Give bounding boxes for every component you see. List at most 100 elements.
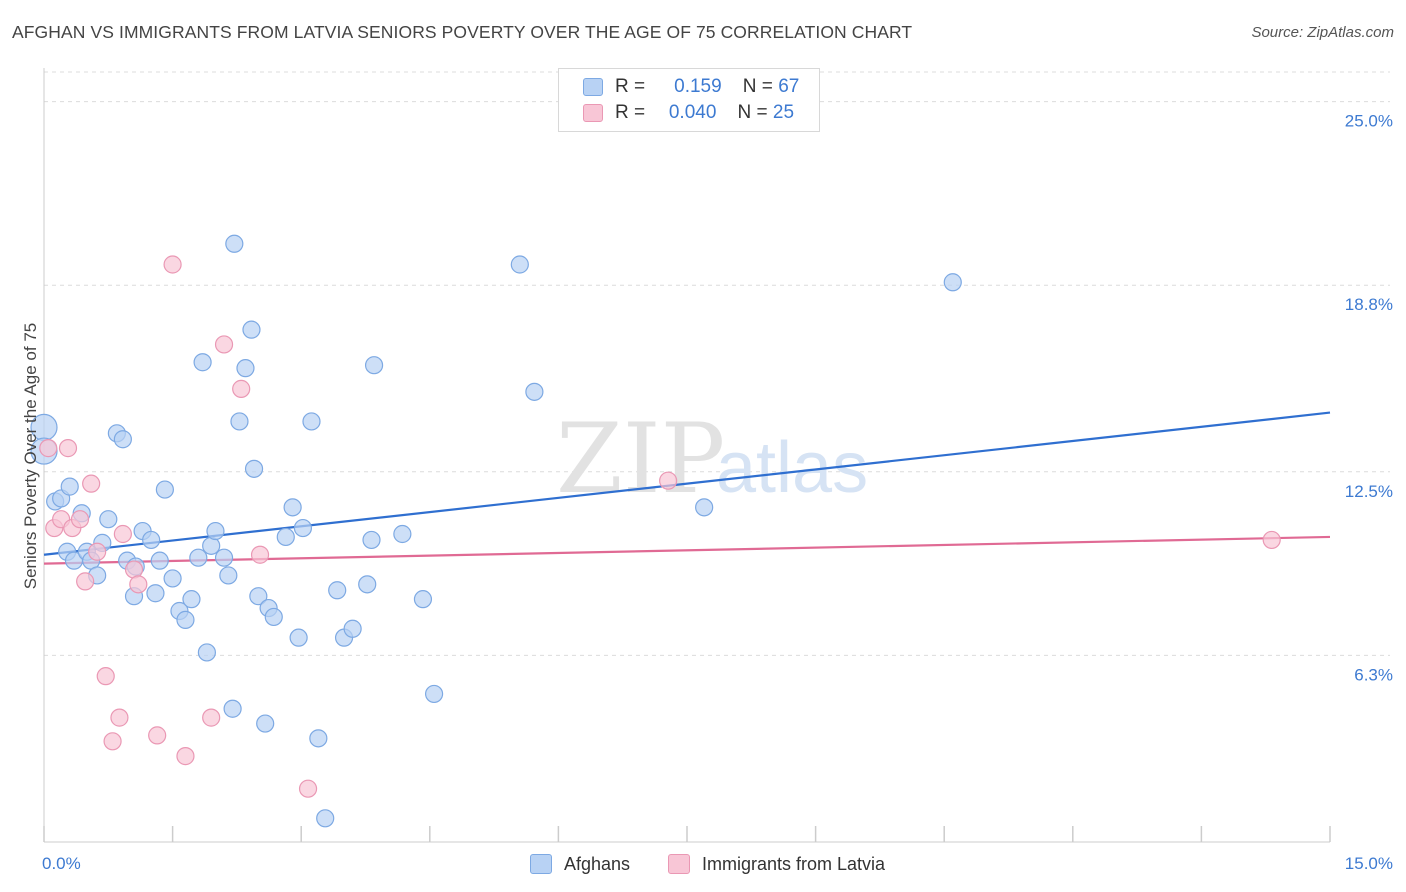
y-tick-label: 18.8%	[1345, 295, 1393, 314]
afghans-trend-line	[43, 411, 1331, 556]
afghans-point	[219, 566, 238, 585]
watermark: ZIP atlas	[556, 403, 868, 515]
afghans-point	[309, 729, 328, 748]
afghans-point	[242, 320, 261, 339]
latvia-point	[82, 474, 101, 493]
latvia-point	[39, 439, 58, 458]
latvia-point	[113, 524, 132, 544]
afghans-point	[230, 412, 249, 431]
latvia-point	[214, 335, 234, 354]
afghans-point	[695, 498, 714, 517]
watermark-atlas: atlas	[716, 428, 868, 508]
afghans-point	[289, 628, 308, 647]
legend-r-value: 0.159	[674, 76, 722, 97]
afghans-point	[424, 684, 444, 704]
afghans-point	[206, 521, 225, 541]
latvia-point	[1262, 530, 1281, 550]
source-note: Source: ZipAtlas.com	[1251, 24, 1394, 41]
afghans-point	[249, 587, 268, 606]
afghans-point	[223, 699, 242, 718]
afghans-point	[182, 590, 201, 609]
afghans-point	[283, 498, 302, 517]
afghans-point	[393, 524, 412, 544]
afghans-point	[99, 510, 118, 529]
latvia-point	[148, 726, 167, 745]
series-legend-latvia: Immigrants from Latvia	[668, 851, 885, 877]
legend-swatch-blue	[583, 78, 603, 96]
afghans-point	[176, 610, 195, 629]
afghans-point	[142, 530, 161, 550]
data-points	[30, 234, 1281, 828]
afghans-point	[236, 359, 255, 378]
y-axis-label: Seniors Poverty Over the Age of 75	[21, 322, 40, 590]
y-tick-label: 12.5%	[1345, 482, 1393, 501]
y-tick-label: 6.3%	[1354, 665, 1393, 684]
latvia-point	[659, 471, 678, 490]
afghans-point	[328, 581, 347, 600]
latvia-point	[202, 708, 221, 727]
afghans-point	[276, 527, 295, 547]
afghans-point	[316, 809, 335, 828]
latvia-point	[103, 732, 122, 751]
x-tick-label: 15.0%	[1345, 854, 1393, 873]
latvia-point	[176, 747, 195, 766]
series-name-latvia: Immigrants from Latvia	[702, 853, 886, 874]
afghans-point	[197, 643, 216, 662]
latvia-point	[163, 255, 182, 274]
correlation-legend: R = 0.159 N = 67 R = 0.040 N = 25	[558, 68, 820, 132]
afghans-point	[510, 255, 529, 274]
legend-n-value: 25	[772, 102, 795, 123]
afghans-point	[413, 590, 433, 609]
latvia-point	[76, 572, 95, 591]
afghans-point	[343, 619, 362, 638]
series-name-afghans: Afghans	[564, 853, 631, 874]
afghans-point	[256, 714, 275, 733]
afghans-point	[264, 607, 283, 627]
afghans-point	[364, 356, 384, 375]
latvia-point	[298, 779, 318, 798]
legend-r-value: 0.040	[668, 102, 717, 123]
latvia-point	[129, 575, 148, 594]
legend-n-label: N =	[737, 102, 768, 123]
latvia-point	[110, 708, 129, 727]
afghans-point	[113, 430, 132, 449]
latvia-trend-line	[43, 535, 1331, 565]
legend-n-label: N =	[742, 76, 773, 97]
legend-n-value: 67	[778, 76, 800, 97]
latvia-point	[232, 379, 251, 398]
latvia-point	[250, 545, 270, 564]
afghans-point	[362, 530, 381, 550]
legend-r-label: R =	[615, 76, 646, 97]
chart-title: AFGHAN VS IMMIGRANTS FROM LATVIA SENIORS…	[12, 22, 913, 42]
afghans-point	[146, 584, 165, 603]
tick-labels: 6.3% 12.5% 18.8% 25.0% 0.0% 15.0%	[42, 112, 1393, 873]
afghans-point	[150, 551, 169, 570]
y-tick-label: 25.0%	[1345, 112, 1393, 131]
afghans-point	[60, 477, 79, 496]
afghans-point	[214, 548, 234, 567]
afghans-point	[943, 273, 962, 292]
legend-swatch-pink	[668, 854, 690, 874]
afghans-point	[302, 412, 321, 431]
legend-swatch-blue	[530, 854, 552, 874]
legend-row-latvia: R = 0.040 N = 25	[583, 100, 794, 126]
afghans-point	[525, 382, 544, 401]
afghans-point	[225, 234, 244, 253]
latvia-point	[88, 542, 107, 561]
legend-row-afghans: R = 0.159 N = 67	[583, 74, 799, 100]
afghans-point	[293, 518, 313, 538]
afghans-point	[163, 569, 182, 588]
latvia-point	[96, 667, 115, 686]
latvia-point	[70, 510, 90, 529]
afghans-point	[193, 353, 212, 372]
legend-swatch-pink	[583, 104, 603, 122]
latvia-point	[58, 439, 78, 458]
afghans-point	[358, 575, 377, 594]
afghans-point	[155, 480, 174, 499]
afghans-point	[189, 548, 208, 567]
x-tick-label: 0.0%	[42, 854, 81, 873]
watermark-zip: ZIP	[556, 403, 725, 515]
afghans-point	[244, 459, 264, 478]
series-legend-afghans: Afghans	[530, 851, 630, 877]
